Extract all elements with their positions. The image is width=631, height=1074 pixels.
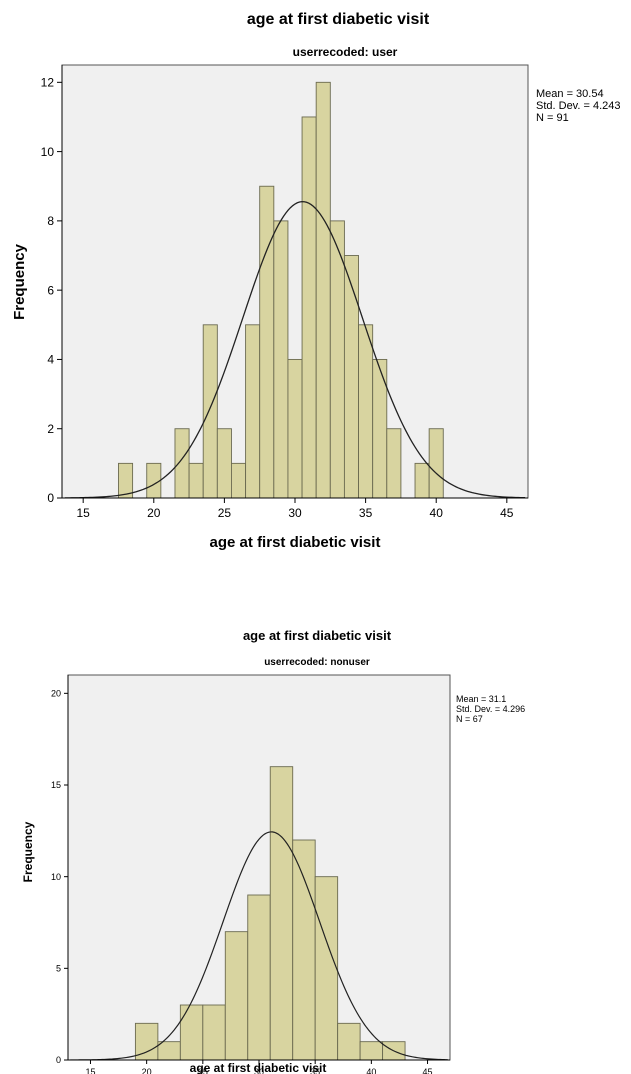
chart-title: age at first diabetic visit: [247, 11, 430, 28]
histogram-bar: [359, 1041, 384, 1061]
histogram-bar: [287, 358, 303, 499]
y-tick-label: 20: [51, 688, 61, 698]
histogram-bar: [315, 81, 331, 499]
stat-std-dev: Std. Dev. = 4.243: [536, 100, 621, 112]
histogram-bar: [358, 324, 374, 499]
histogram-bar: [157, 1041, 181, 1061]
y-tick-label: 0: [56, 1055, 61, 1065]
x-ticks: 15 20 25 30 35 40 45: [77, 498, 514, 520]
y-tick-label: 0: [47, 491, 54, 505]
bars-group: [134, 766, 406, 1061]
histogram-bar: [343, 255, 359, 499]
histogram-bar: [224, 931, 249, 1061]
y-tick-label: 5: [56, 963, 61, 973]
x-tick-label: 30: [288, 506, 302, 520]
histogram-bar: [188, 462, 204, 499]
x-tick-label: 35: [359, 506, 373, 520]
x-tick-label: 15: [77, 506, 91, 520]
x-axis-label: age at first diabetic visit: [190, 1061, 327, 1074]
y-tick-label: 15: [51, 780, 61, 790]
x-tick-label: 20: [142, 1067, 152, 1074]
x-tick-label: 45: [423, 1067, 433, 1074]
y-tick-label: 4: [47, 353, 54, 367]
histogram-bar: [230, 462, 247, 499]
x-tick-label: 30: [254, 1067, 264, 1074]
x-tick-label: 25: [218, 506, 232, 520]
x-tick-label: 35: [310, 1067, 320, 1074]
histogram-chart-nonuser: age at first diabetic visit userrecoded:…: [21, 628, 525, 1074]
x-tick-label: 40: [430, 506, 444, 520]
histogram-bar: [386, 428, 402, 499]
stat-n: N = 67: [456, 714, 483, 724]
x-tick-label: 15: [85, 1067, 95, 1074]
y-axis-label: Frequency: [21, 821, 35, 882]
stat-std-dev: Std. Dev. = 4.296: [456, 704, 525, 714]
histogram-bar: [247, 894, 271, 1061]
y-ticks: 0 2 4 6 8 10 12: [41, 76, 62, 505]
histogram-bar: [259, 185, 275, 499]
histogram-bar: [428, 428, 444, 499]
histogram-bar: [414, 462, 430, 499]
stat-mean: Mean = 30.54: [536, 88, 604, 100]
x-tick-label: 25: [198, 1067, 208, 1074]
normal-curve: [64, 200, 526, 499]
stat-n: N = 91: [536, 112, 569, 124]
x-tick-label: 40: [366, 1067, 376, 1074]
histogram-bar: [174, 428, 190, 499]
y-tick-label: 6: [47, 283, 54, 297]
y-tick-label: 12: [41, 76, 55, 90]
histogram-bar: [273, 220, 289, 499]
histogram-bar: [337, 1022, 361, 1061]
y-tick-label: 8: [47, 214, 54, 228]
bars-group: [118, 81, 444, 499]
histogram-bar: [301, 116, 317, 499]
chart-subtitle: userrecoded: nonuser: [264, 657, 370, 668]
histogram-bar: [216, 428, 232, 499]
normal-curve: [70, 831, 448, 1061]
chart-subtitle: userrecoded: user: [293, 45, 398, 59]
y-tick-label: 10: [51, 872, 61, 882]
histogram-bar: [329, 220, 345, 499]
x-ticks: 15 20 25 30 35 40 45: [85, 1060, 433, 1074]
x-axis-label: age at first diabetic visit: [210, 534, 381, 551]
y-tick-label: 2: [47, 422, 54, 436]
histogram-bar: [179, 1004, 204, 1061]
y-axis-label: Frequency: [11, 243, 28, 320]
y-ticks: 0 5 10 15 20: [51, 688, 68, 1065]
y-tick-label: 10: [41, 145, 55, 159]
histogram-bar: [292, 839, 316, 1061]
histogram-bar: [245, 324, 261, 499]
histogram-bar: [202, 324, 218, 499]
x-tick-label: 20: [147, 506, 161, 520]
x-tick-label: 45: [500, 506, 514, 520]
histogram-bar: [269, 766, 294, 1061]
histogram-bar: [314, 876, 339, 1061]
chart-title: age at first diabetic visit: [243, 628, 392, 643]
stat-mean: Mean = 31.1: [456, 694, 506, 704]
histogram-bar: [202, 1004, 226, 1061]
histogram-chart-user: age at first diabetic visit userrecoded:…: [11, 11, 621, 551]
